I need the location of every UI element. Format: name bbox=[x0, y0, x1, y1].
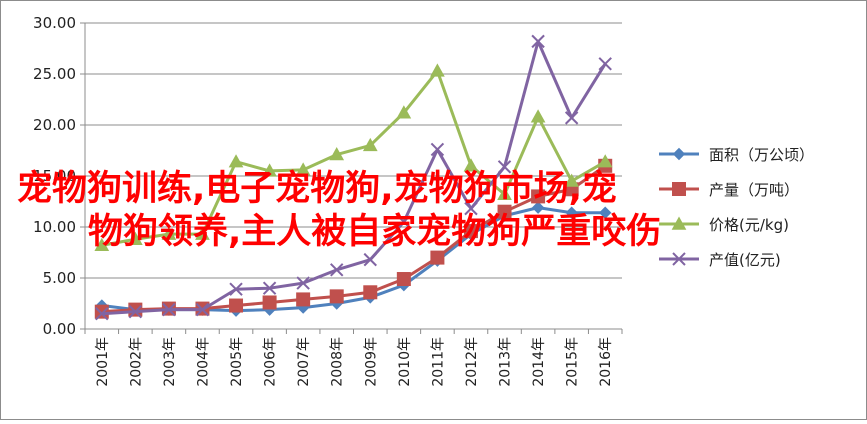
legend-swatch-marker bbox=[672, 182, 686, 196]
series-0 bbox=[95, 201, 612, 317]
x-tick-label: 2001年 bbox=[95, 337, 111, 387]
x-tick-label: 2011年 bbox=[430, 337, 446, 387]
data-point bbox=[430, 63, 445, 77]
data-point bbox=[296, 276, 310, 290]
data-point bbox=[262, 295, 277, 310]
data-point bbox=[564, 111, 579, 125]
series-layer bbox=[94, 34, 613, 321]
data-point bbox=[530, 109, 546, 123]
data-point bbox=[95, 306, 109, 321]
legend-swatch-marker bbox=[672, 252, 686, 266]
y-tick-label: 15.00 bbox=[33, 167, 76, 185]
data-point bbox=[497, 204, 512, 219]
legend-entry-2: 价格(元/kg) bbox=[659, 216, 789, 234]
data-point bbox=[329, 147, 345, 161]
series-line-1 bbox=[101, 164, 607, 314]
y-tick-label: 0.00 bbox=[43, 320, 76, 338]
data-point bbox=[599, 206, 612, 219]
y-tick-label: 25.00 bbox=[33, 65, 76, 83]
data-point bbox=[128, 302, 143, 317]
data-point bbox=[228, 154, 244, 168]
y-tick-label: 20.00 bbox=[33, 116, 76, 134]
x-tick-label: 2008年 bbox=[330, 337, 346, 387]
data-point bbox=[161, 226, 177, 240]
series-line-2 bbox=[101, 69, 606, 247]
data-point bbox=[296, 292, 311, 307]
data-point bbox=[295, 162, 311, 176]
gridlines bbox=[85, 22, 622, 330]
y-tick-label: 10.00 bbox=[33, 218, 76, 236]
data-point bbox=[162, 302, 176, 317]
y-axis: 0.00 5.00 10.00 15.00 20.00 25.00 30.00 bbox=[33, 14, 86, 338]
x-tick-label: 2007年 bbox=[296, 337, 312, 387]
data-point bbox=[564, 173, 580, 187]
y-tick-label: 5.00 bbox=[43, 269, 76, 287]
series-line-3 bbox=[101, 39, 607, 316]
data-point bbox=[363, 252, 377, 267]
data-point bbox=[329, 289, 344, 304]
data-point bbox=[497, 160, 512, 174]
data-point bbox=[497, 186, 512, 201]
data-point bbox=[531, 201, 545, 214]
data-point bbox=[397, 215, 411, 229]
legend-swatch-marker bbox=[671, 216, 687, 230]
x-tick-label: 2009年 bbox=[363, 337, 379, 387]
x-axis: 2001年 2002年 2003年 2004年 2005年 2006年 2007年 2008年… bbox=[84, 328, 623, 387]
x-tick-label: 2006年 bbox=[263, 337, 279, 387]
legend-label: 产值(亿元) bbox=[709, 251, 781, 269]
legend: 面积（万公顷） 产量（万吨） 价格(元/kg) 产值(亿元) bbox=[659, 146, 814, 269]
data-point bbox=[127, 231, 143, 245]
x-tick-label: 2016年 bbox=[598, 337, 614, 387]
data-point bbox=[464, 201, 478, 216]
data-point bbox=[330, 263, 344, 277]
data-point bbox=[229, 282, 243, 296]
y-tick-label: 30.00 bbox=[33, 14, 76, 32]
data-point bbox=[531, 34, 545, 49]
legend-entry-0: 面积（万公顷） bbox=[659, 146, 814, 164]
x-tick-label: 2010年 bbox=[397, 337, 413, 387]
legend-swatch-marker bbox=[672, 147, 686, 161]
x-tick-label: 2004年 bbox=[195, 337, 211, 387]
x-tick-label: 2014年 bbox=[531, 337, 547, 387]
legend-label: 价格(元/kg) bbox=[709, 216, 789, 234]
legend-label: 面积（万公顷） bbox=[709, 146, 814, 164]
legend-label: 产量（万吨） bbox=[709, 181, 799, 199]
data-point bbox=[229, 298, 244, 313]
data-point bbox=[362, 137, 378, 152]
data-point bbox=[565, 206, 578, 219]
data-point bbox=[531, 189, 546, 204]
x-tick-label: 2005年 bbox=[229, 337, 245, 387]
legend-entry-1: 产量（万吨） bbox=[659, 181, 799, 199]
x-tick-label: 2013年 bbox=[498, 337, 514, 387]
data-point bbox=[598, 57, 612, 71]
data-point bbox=[262, 281, 277, 295]
x-tick-label: 2002年 bbox=[128, 337, 144, 387]
data-point bbox=[128, 304, 143, 319]
data-point bbox=[195, 302, 210, 317]
series-2 bbox=[94, 63, 613, 252]
data-point bbox=[430, 250, 445, 265]
x-tick-label: 2015年 bbox=[565, 337, 581, 387]
data-point bbox=[94, 237, 110, 252]
data-point bbox=[463, 224, 478, 239]
data-point bbox=[396, 272, 411, 287]
data-point bbox=[94, 304, 109, 319]
x-tick-label: 2003年 bbox=[162, 337, 178, 387]
data-point bbox=[597, 154, 613, 168]
data-point bbox=[430, 142, 445, 157]
data-point bbox=[195, 226, 210, 240]
data-point bbox=[463, 158, 479, 172]
legend-entry-3: 产值(亿元) bbox=[659, 251, 781, 269]
data-point bbox=[396, 105, 412, 119]
series-3 bbox=[95, 34, 612, 321]
x-tick-label: 2012年 bbox=[464, 337, 480, 387]
data-point bbox=[363, 285, 378, 300]
data-point bbox=[262, 163, 277, 177]
